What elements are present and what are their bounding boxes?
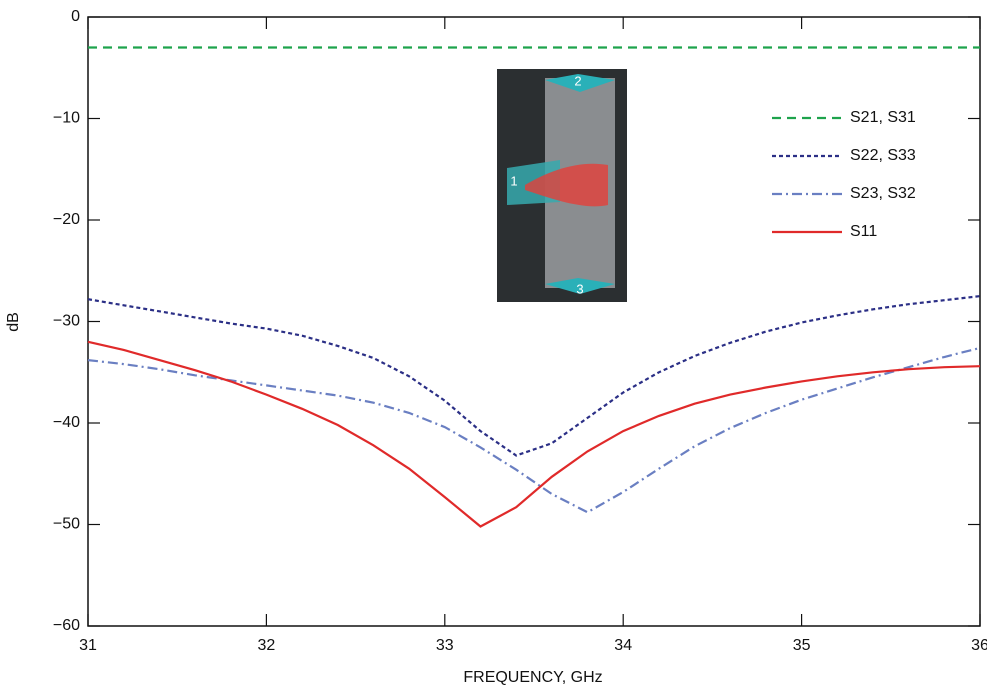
x-tick-label: 35 [793,637,811,654]
legend-label: S22, S33 [850,147,916,164]
y-tick-label: −50 [53,516,80,533]
series-line [88,342,980,527]
legend-label: S21, S31 [850,109,916,126]
legend-label: S23, S32 [850,185,916,202]
x-tick-label: 31 [79,637,97,654]
chart: 2 1 3 FREQUENCY, GHz dB 0 −10 −20 −30 −40 −50… [0,0,987,692]
inset-label: 3 [576,281,583,296]
y-tick-label: −40 [53,414,80,431]
y-tick-label: −10 [53,110,80,127]
series-line [88,348,980,512]
legend-label: S11 [850,223,877,240]
x-tick-label: 33 [436,637,454,654]
x-tick-label: 32 [258,637,276,654]
x-tick-label: 34 [614,637,632,654]
y-tick-label: −30 [53,313,80,330]
inset: 2 1 3 [497,69,627,302]
inset-label: 2 [574,73,581,88]
y-axis-label: dB [5,312,22,332]
x-tick-label: 36 [971,637,987,654]
x-axis-label: FREQUENCY, GHz [463,669,602,686]
inset-label: 1 [510,173,517,188]
y-tick-label: −60 [53,617,80,634]
y-tick-label: −20 [53,211,80,228]
y-tick-label: 0 [71,8,80,25]
